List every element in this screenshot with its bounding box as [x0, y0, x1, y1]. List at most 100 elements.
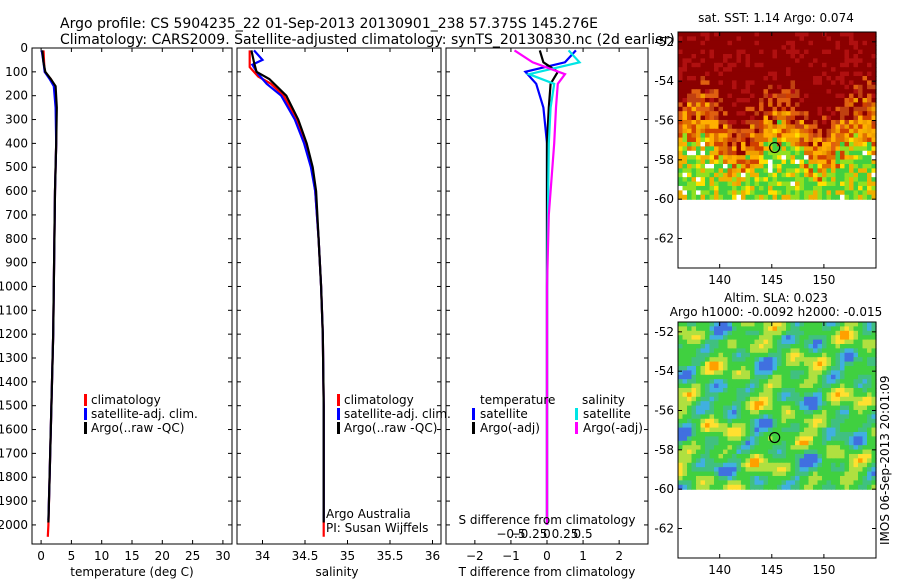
map-cell — [849, 75, 855, 81]
map-cell — [745, 431, 751, 437]
map-cell — [817, 467, 823, 473]
map-cell — [741, 163, 747, 169]
map-cell — [709, 150, 715, 156]
map-cell — [849, 401, 855, 407]
map-cell — [822, 440, 828, 446]
map-cell — [714, 484, 720, 490]
map-cell — [750, 190, 756, 196]
map-cell — [759, 71, 765, 77]
map-cell — [858, 71, 864, 77]
map-cell — [826, 146, 832, 152]
map-cell — [768, 71, 774, 77]
map-cell — [858, 194, 864, 200]
map-cell — [696, 409, 702, 415]
map-cell — [727, 106, 733, 112]
map-cell — [781, 177, 787, 183]
map-cell — [853, 374, 859, 380]
map-cell — [862, 45, 868, 51]
map-cell — [844, 58, 850, 64]
map-cell — [732, 133, 738, 139]
map-cell — [822, 137, 828, 143]
map-cell — [781, 365, 787, 371]
map-cell — [732, 330, 738, 336]
map-cell — [687, 71, 693, 77]
map-cell — [682, 150, 688, 156]
map-cell — [817, 357, 823, 363]
map-cell — [714, 440, 720, 446]
map-cell — [691, 387, 697, 393]
map-cell — [858, 32, 864, 37]
map-cell — [858, 370, 864, 376]
map-cell — [777, 335, 783, 341]
map-cell — [691, 335, 697, 341]
map-cell — [822, 58, 828, 64]
map-cell — [723, 348, 729, 354]
map-cell — [759, 128, 765, 134]
map-cell — [862, 339, 868, 345]
map-cell — [763, 177, 769, 183]
map-cell — [867, 392, 873, 398]
map-cell — [727, 405, 733, 411]
map-cell — [844, 62, 850, 68]
map-cell — [687, 115, 693, 121]
map-cell — [750, 71, 756, 77]
map-cell — [714, 172, 720, 178]
map-cell — [745, 150, 751, 156]
map-cell — [687, 374, 693, 380]
map-cell — [826, 49, 832, 55]
map-cell — [759, 111, 765, 117]
map-cell — [772, 146, 778, 152]
map-cell — [754, 352, 760, 358]
x-tick-label: 35.5 — [377, 549, 404, 563]
map-cell — [763, 45, 769, 51]
map-cell — [705, 352, 711, 358]
map-cell — [804, 80, 810, 86]
map-cell — [709, 339, 715, 345]
map-cell — [831, 445, 837, 451]
map-cell — [804, 163, 810, 169]
map-cell — [759, 449, 765, 455]
map-cell — [745, 111, 751, 117]
map-cell — [750, 352, 756, 358]
map-cell — [840, 387, 846, 393]
map-cell — [714, 137, 720, 143]
map-cell — [696, 102, 702, 108]
map-cell — [691, 146, 697, 152]
map-cell — [754, 365, 760, 371]
map-cell — [741, 471, 747, 477]
map-cell — [687, 370, 693, 376]
difference-xlabel2: S difference from climatology — [459, 513, 636, 527]
map-cell — [736, 418, 742, 424]
map-cell — [822, 89, 828, 95]
map-cell — [781, 155, 787, 161]
map-cell — [804, 357, 810, 363]
map-cell — [741, 97, 747, 103]
map-cell — [682, 418, 688, 424]
map-cell — [768, 418, 774, 424]
map-cell — [822, 431, 828, 437]
map-cell — [750, 449, 756, 455]
map-cell — [678, 344, 684, 349]
map-cell — [862, 67, 868, 73]
map-cell — [750, 115, 756, 121]
map-cell — [687, 405, 693, 411]
map-cell — [844, 418, 850, 424]
map-cell — [844, 414, 850, 420]
map-cell — [777, 322, 783, 327]
map-cell — [826, 185, 832, 191]
map-cell — [718, 137, 724, 143]
map-cell — [822, 414, 828, 420]
map-cell — [718, 462, 724, 468]
map-cell — [682, 401, 688, 407]
x-tick-label: 36 — [425, 549, 440, 563]
map-cell — [867, 440, 873, 446]
map-cell — [799, 440, 805, 446]
map-cell — [723, 84, 729, 90]
map-cell — [831, 128, 837, 134]
map-cell — [822, 383, 828, 389]
map-cell — [754, 335, 760, 341]
map-cell — [678, 361, 684, 367]
map-cell — [696, 89, 702, 95]
map-cell — [772, 168, 778, 174]
map-cell — [813, 89, 819, 95]
